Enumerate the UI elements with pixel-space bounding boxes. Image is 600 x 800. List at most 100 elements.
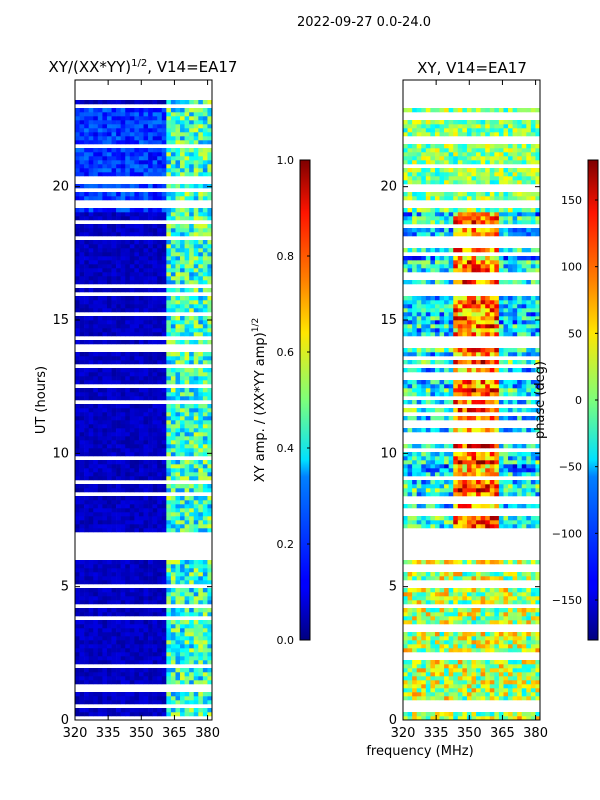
- heatmap-cell: [207, 256, 213, 261]
- heatmap-cell: [189, 124, 195, 129]
- heatmap-cell: [75, 572, 80, 577]
- heatmap-cell: [193, 224, 199, 229]
- heatmap-cell: [457, 716, 463, 721]
- heatmap-cell: [476, 716, 481, 721]
- heatmap-cell: [184, 528, 190, 533]
- heatmap-cell: [102, 128, 108, 133]
- heatmap-cell: [193, 472, 199, 477]
- heatmap-cell: [526, 608, 532, 613]
- heatmap-cell: [120, 484, 126, 489]
- heatmap-cell: [102, 296, 108, 301]
- heatmap-cell: [102, 152, 108, 157]
- heatmap-cell: [120, 436, 126, 441]
- heatmap-cell: [138, 196, 144, 201]
- heatmap-cell: [116, 416, 121, 421]
- heatmap-cell: [175, 244, 181, 249]
- heatmap-cell: [161, 240, 167, 245]
- heatmap-cell: [161, 172, 167, 177]
- heatmap-cell: [152, 464, 158, 469]
- heatmap-cell: [198, 376, 204, 381]
- heatmap-cell: [102, 488, 108, 493]
- heatmap-cell: [430, 648, 436, 653]
- heatmap-cell: [88, 232, 94, 237]
- heatmap-cell: [175, 432, 181, 437]
- heatmap-cell: [530, 460, 536, 465]
- heatmap-cell: [184, 408, 190, 413]
- heatmap-cell: [521, 444, 527, 449]
- heatmap-cell: [129, 404, 135, 409]
- heatmap-cell: [102, 636, 108, 641]
- heatmap-cell: [193, 612, 199, 617]
- heatmap-cell: [180, 268, 185, 273]
- heatmap-cell: [93, 360, 99, 365]
- heatmap-cell: [129, 696, 135, 701]
- heatmap-cell: [175, 288, 181, 293]
- heatmap-cell: [412, 592, 417, 597]
- heatmap-cell: [498, 688, 504, 693]
- heatmap-cell: [425, 444, 431, 449]
- heatmap-cell: [189, 672, 195, 677]
- heatmap-cell: [88, 380, 94, 385]
- heatmap-cell: [503, 488, 509, 493]
- heatmap-cell: [125, 444, 131, 449]
- heatmap-cell: [425, 684, 431, 689]
- heatmap-cell: [189, 256, 195, 261]
- heatmap-cell: [526, 620, 532, 625]
- heatmap-cell: [198, 164, 204, 169]
- heatmap-cell: [480, 576, 486, 581]
- heatmap-cell: [88, 224, 94, 229]
- heatmap-cell: [93, 592, 99, 597]
- heatmap-cell: [138, 692, 144, 697]
- heatmap-cell: [106, 560, 112, 565]
- heatmap-cell: [97, 524, 103, 529]
- heatmap-cell: [503, 560, 509, 565]
- heatmap-cell: [416, 680, 422, 685]
- heatmap-cell: [84, 160, 89, 165]
- heatmap-cell: [93, 124, 99, 129]
- heatmap-cell: [120, 388, 126, 393]
- heatmap-cell: [134, 660, 140, 665]
- heatmap-cell: [75, 568, 80, 573]
- heatmap-cell: [448, 688, 454, 693]
- heatmap-cell: [434, 672, 440, 677]
- heatmap-cell: [407, 608, 413, 613]
- heatmap-cell: [170, 600, 176, 605]
- heatmap-cell: [125, 692, 131, 697]
- heatmap-cell: [116, 644, 121, 649]
- heatmap-cell: [161, 296, 167, 301]
- heatmap-cell: [193, 332, 199, 337]
- heatmap-cell: [476, 576, 481, 581]
- heatmap-cell: [93, 376, 99, 381]
- heatmap-cell: [207, 504, 213, 509]
- heatmap-cell: [88, 656, 94, 661]
- heatmap-cell: [403, 620, 408, 625]
- heatmap-cell: [498, 576, 504, 581]
- heatmap-cell: [152, 512, 158, 517]
- heatmap-cell: [148, 184, 153, 189]
- heatmap-cell: [489, 516, 495, 521]
- heatmap-cell: [161, 652, 167, 657]
- heatmap-cell: [198, 224, 204, 229]
- heatmap-cell: [198, 564, 204, 569]
- heatmap-cell: [106, 232, 112, 237]
- heatmap-cell: [138, 136, 144, 141]
- heatmap-cell: [75, 508, 80, 513]
- heatmap-cell: [521, 484, 527, 489]
- heatmap-cell: [111, 396, 117, 401]
- heatmap-cell: [143, 368, 149, 373]
- heatmap-cell: [198, 672, 204, 677]
- heatmap-cell: [175, 672, 181, 677]
- heatmap-cell: [198, 560, 204, 565]
- heatmap-cell: [207, 248, 213, 253]
- heatmap-cell: [97, 468, 103, 473]
- heatmap-cell: [189, 196, 195, 201]
- heatmap-cell: [189, 128, 195, 133]
- heatmap-cell: [462, 664, 468, 669]
- heatmap-cell: [198, 184, 204, 189]
- heatmap-cell: [88, 488, 94, 493]
- heatmap-cell: [125, 164, 131, 169]
- heatmap-cell: [148, 668, 153, 673]
- heatmap-cell: [106, 636, 112, 641]
- heatmap-cell: [111, 600, 117, 605]
- heatmap-cell: [88, 624, 94, 629]
